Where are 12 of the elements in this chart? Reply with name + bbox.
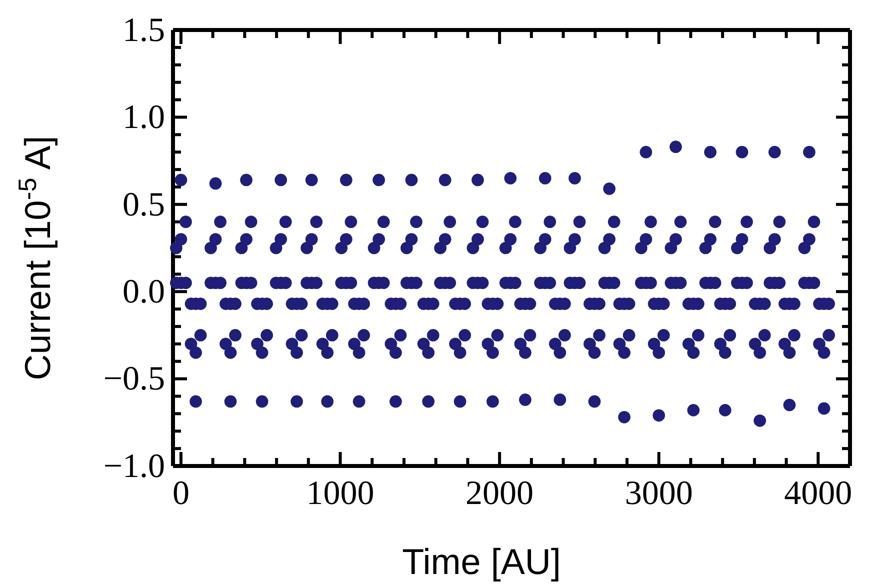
y-tick-label: 0.0: [122, 273, 165, 310]
x-tick-label: 3000: [624, 475, 693, 512]
y-tick-label: −1.0: [103, 448, 165, 485]
x-tick-label: 4000: [784, 475, 852, 512]
y-tick-label: 1.0: [122, 99, 165, 136]
y-tick-label: 1.5: [122, 12, 165, 49]
x-tick-label: 1000: [306, 475, 374, 512]
x-tick-label: 0: [172, 475, 190, 512]
x-axis-title: Time [AU]: [402, 541, 561, 582]
y-tick-label: 0.5: [122, 186, 165, 224]
x-tick-label: 2000: [466, 475, 534, 512]
y-tick-label: −0.5: [103, 360, 165, 398]
